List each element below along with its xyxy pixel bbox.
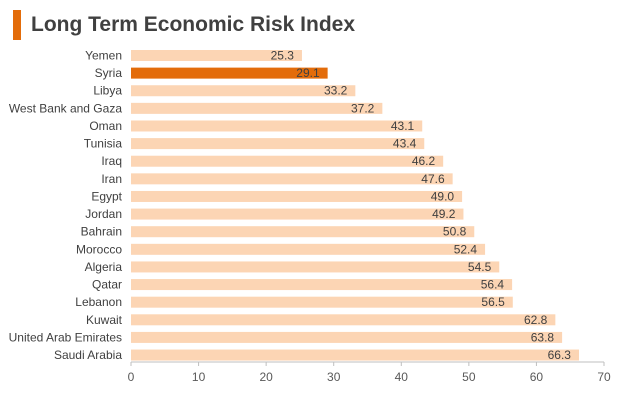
bar (131, 226, 475, 238)
x-tick-label: 30 (327, 370, 341, 384)
value-label: 29.1 (296, 66, 320, 80)
category-label: United Arab Emirates (9, 330, 122, 344)
x-tick-label: 10 (192, 370, 206, 384)
x-tick-label: 20 (259, 370, 273, 384)
bar (131, 243, 486, 255)
bar (131, 279, 513, 291)
x-tick-label: 40 (395, 370, 409, 384)
category-label: Libya (93, 84, 122, 98)
bar (131, 314, 556, 326)
category-label: Syria (95, 66, 123, 80)
value-label: 62.8 (524, 313, 548, 327)
value-label: 49.0 (431, 189, 455, 203)
category-label: Yemen (85, 49, 122, 63)
category-label: Egypt (91, 189, 122, 203)
title-accent-bar (13, 10, 21, 40)
bar (131, 208, 464, 220)
bar (131, 349, 579, 361)
value-label: 37.2 (351, 101, 375, 115)
value-label: 25.3 (271, 49, 295, 63)
bar (131, 261, 500, 273)
category-label: Tunisia (84, 137, 123, 151)
category-label: Morocco (76, 242, 122, 256)
x-tick-label: 50 (462, 370, 476, 384)
x-tick-label: 60 (530, 370, 544, 384)
bar (131, 85, 356, 97)
bar (131, 296, 513, 308)
value-label: 50.8 (443, 225, 467, 239)
bar (131, 190, 463, 202)
category-label: Kuwait (86, 313, 123, 327)
value-label: 56.4 (481, 278, 505, 292)
value-label: 54.5 (468, 260, 492, 274)
value-label: 56.5 (481, 295, 505, 309)
bar (131, 120, 423, 132)
category-label: Algeria (85, 260, 123, 274)
x-tick-label: 70 (597, 370, 611, 384)
value-label: 43.1 (391, 119, 415, 133)
value-label: 49.2 (432, 207, 456, 221)
value-label: 47.6 (421, 172, 445, 186)
x-tick-label: 0 (128, 370, 135, 384)
category-label: Jordan (85, 207, 122, 221)
category-label: Lebanon (75, 295, 122, 309)
bar (131, 138, 425, 150)
value-label: 33.2 (324, 84, 348, 98)
bar (131, 331, 563, 343)
category-label: Oman (89, 119, 122, 133)
bar (131, 102, 383, 114)
value-label: 46.2 (412, 154, 436, 168)
category-label: West Bank and Gaza (9, 101, 123, 115)
category-label: Saudi Arabia (54, 348, 122, 362)
value-label: 66.3 (548, 348, 572, 362)
bar (131, 50, 302, 61)
category-label: Bahrain (81, 225, 122, 239)
value-label: 63.8 (531, 330, 555, 344)
category-label: Iraq (101, 154, 122, 168)
value-label: 43.4 (393, 137, 417, 151)
category-label: Iran (101, 172, 122, 186)
chart-title: Long Term Economic Risk Index (31, 13, 356, 36)
value-label: 52.4 (454, 242, 478, 256)
bar (131, 173, 453, 185)
category-label: Qatar (92, 278, 122, 292)
bar (131, 67, 328, 79)
bar (131, 155, 444, 167)
